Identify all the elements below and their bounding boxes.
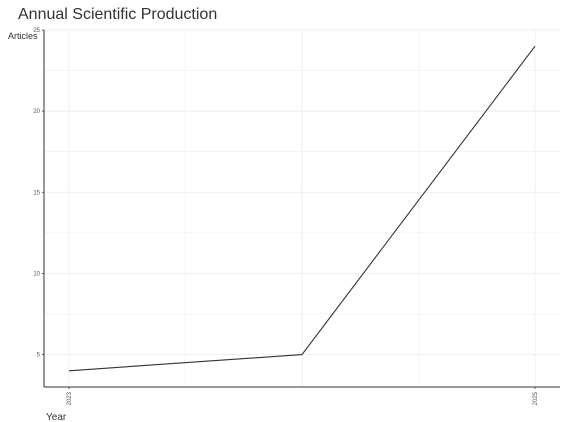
grid-layer [44, 30, 560, 387]
y-axis-label: Articles [8, 31, 38, 41]
y-tick-label: 10 [33, 271, 40, 277]
y-tick-label: 20 [33, 109, 40, 115]
y-tick-label: 15 [33, 190, 40, 196]
x-tick-label: 2025 [533, 391, 539, 405]
x-axis-label: Year [46, 412, 67, 422]
y-tick-label: 5 [37, 353, 41, 359]
x-tick-label: 2023 [67, 391, 73, 405]
